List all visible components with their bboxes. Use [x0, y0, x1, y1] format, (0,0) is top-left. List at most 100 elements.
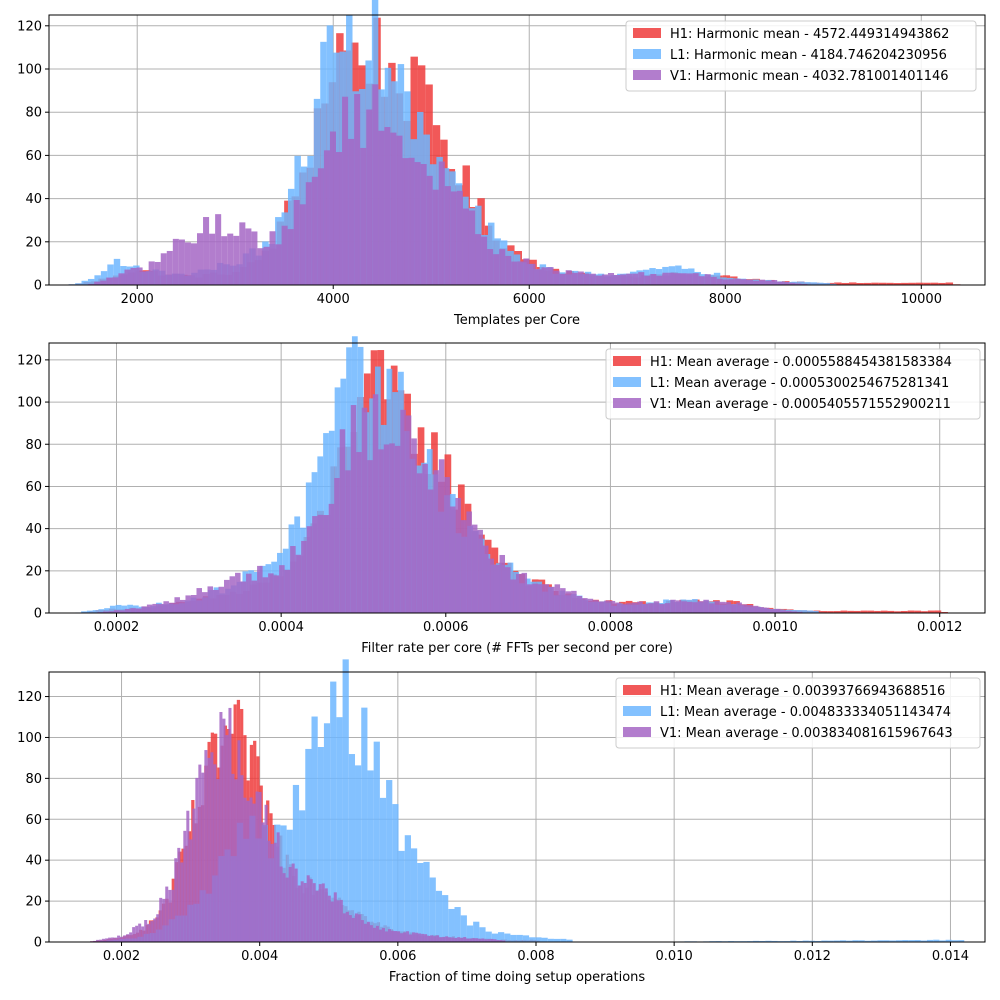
histogram-bar: [448, 908, 455, 942]
histogram-bar: [817, 282, 824, 285]
histogram-bar: [496, 939, 500, 942]
legend-swatch-L1: [633, 49, 661, 59]
legend-entry: L1: Harmonic mean - 4184.746204230956: [670, 48, 947, 63]
histogram-bar: [662, 272, 669, 285]
histogram-bar: [113, 610, 120, 613]
series-V1: [88, 84, 814, 286]
x-tick-label: 6000: [513, 292, 546, 307]
histogram-panel-2: 0.0002 0.0004 0.0006 0.0008 0.0010 0.0012 0 20 4…: [17, 336, 986, 656]
histogram-bar: [820, 611, 828, 613]
histogram-bar: [106, 277, 113, 285]
x-tick-label: 0.010: [656, 949, 693, 964]
histogram-bar: [107, 264, 114, 285]
histogram-bar: [299, 810, 306, 942]
histogram-bar: [165, 886, 169, 942]
histogram-bar: [648, 603, 654, 613]
histogram-bar: [201, 772, 205, 942]
histogram-bar: [719, 601, 726, 613]
histogram-bar: [81, 280, 88, 285]
histogram-bar: [409, 934, 413, 942]
histogram-bar: [765, 280, 772, 285]
histogram-bar: [281, 225, 288, 285]
histogram-bar: [239, 222, 246, 285]
histogram-bar: [445, 936, 449, 942]
histogram-bar: [529, 937, 536, 942]
histogram-bar: [668, 272, 675, 285]
histogram-bar: [448, 937, 452, 942]
histogram-bar: [93, 940, 97, 942]
histogram-bar: [808, 940, 816, 942]
histogram-bar: [499, 554, 505, 613]
histogram-bar: [287, 229, 294, 285]
histogram-bar: [598, 601, 605, 613]
histogram-bar: [560, 938, 567, 942]
histogram-bar: [708, 603, 715, 613]
histogram-bar: [141, 926, 145, 942]
histogram-bar: [166, 250, 173, 285]
histogram-bar: [871, 282, 879, 285]
histogram-bar: [571, 272, 578, 285]
histogram-bar: [595, 275, 602, 285]
histogram-bar: [118, 273, 125, 285]
histogram-bar: [795, 610, 802, 613]
histogram-bar: [186, 810, 190, 942]
histogram-bar: [472, 938, 476, 942]
histogram-bar: [438, 459, 445, 613]
histogram-bar: [858, 940, 865, 942]
histogram-bar: [607, 273, 615, 285]
legend-entry: H1: Mean average - 0.00393766943688516: [660, 684, 945, 699]
histogram-bar: [615, 602, 621, 613]
x-tick-label: 4000: [317, 292, 350, 307]
histogram-bar: [311, 176, 318, 285]
histogram-bar: [318, 884, 322, 942]
histogram-bar: [804, 282, 811, 285]
histogram-bar: [834, 282, 842, 285]
histogram-bar: [908, 282, 916, 285]
histogram-bar: [231, 773, 235, 942]
histogram-bar: [422, 463, 428, 613]
histogram-bar: [240, 581, 247, 613]
histogram-bar: [780, 610, 786, 613]
histogram-bar: [342, 913, 346, 942]
histogram-bar: [939, 940, 946, 942]
histogram-bar: [257, 565, 263, 613]
histogram-bar: [698, 276, 705, 285]
histogram-bar: [189, 839, 193, 942]
histogram-bar: [938, 282, 946, 285]
histogram-bar: [801, 610, 808, 613]
histogram-bar: [178, 239, 185, 285]
histogram-bar: [877, 940, 884, 942]
histogram-bar: [498, 932, 505, 942]
histogram-bar: [306, 875, 310, 942]
histogram-bar: [317, 747, 324, 942]
histogram-bar: [427, 935, 431, 942]
histogram-bar: [348, 138, 355, 285]
legend-entry: V1: Harmonic mean - 4032.781001401146: [670, 69, 949, 84]
histogram-bar: [400, 409, 406, 613]
histogram-bar: [329, 131, 337, 285]
histogram-bar: [475, 938, 479, 942]
histogram-panel-1: 2000 4000 6000 8000 10000 0 20 40 60 80 100 120 Temp…: [17, 0, 986, 328]
histogram-bar: [796, 611, 803, 613]
x-axis-label: Filter rate per core (# FFTs per second …: [361, 641, 673, 656]
histogram-bar: [412, 932, 416, 942]
histogram-bar: [505, 255, 512, 285]
histogram-bar: [356, 452, 362, 613]
histogram-bar: [323, 150, 330, 285]
histogram-bar: [99, 939, 103, 942]
histogram-bar: [493, 564, 500, 613]
histogram-bar: [547, 267, 554, 285]
histogram-bar: [339, 429, 346, 613]
histogram-bar: [146, 604, 153, 613]
histogram-bar: [126, 934, 130, 942]
histogram-bar: [315, 890, 319, 942]
histogram-bar: [833, 611, 841, 613]
histogram-bar: [354, 913, 358, 942]
histogram-bar: [105, 938, 109, 942]
histogram-bar: [796, 940, 803, 942]
histogram-bar: [334, 478, 340, 613]
histogram-bar: [221, 236, 228, 285]
histogram-bar: [345, 470, 351, 613]
histogram-bar: [553, 938, 561, 942]
histogram-bar: [142, 271, 149, 285]
